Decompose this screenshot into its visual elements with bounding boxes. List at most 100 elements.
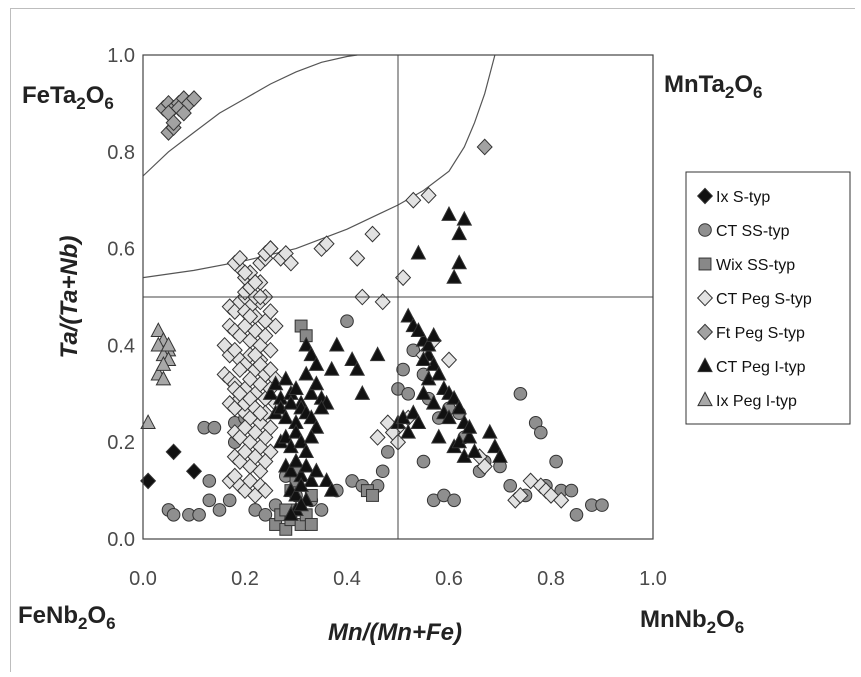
data-point <box>231 361 248 379</box>
data-point <box>257 428 274 446</box>
data-point <box>236 264 254 282</box>
data-point <box>456 447 473 463</box>
data-point <box>396 362 410 377</box>
series-5 <box>155 90 493 156</box>
x-tick-label: 1.0 <box>639 568 667 590</box>
x-tick-label: 0.0 <box>129 568 157 590</box>
data-point <box>207 420 222 435</box>
data-point <box>349 360 366 376</box>
legend-marker <box>698 257 712 271</box>
data-point <box>283 394 299 410</box>
legend-box <box>685 171 851 425</box>
data-point <box>283 462 299 478</box>
data-point <box>293 496 309 512</box>
data-point <box>318 235 335 253</box>
plot-area <box>142 54 654 540</box>
data-point <box>415 385 432 400</box>
corner-label-top-left: FeTa2O6 <box>22 82 114 113</box>
legend-marker <box>696 187 714 205</box>
data-point <box>303 385 320 400</box>
y-tick-label: 0.4 <box>107 335 135 357</box>
data-point <box>364 225 381 243</box>
data-point <box>303 472 320 488</box>
data-point <box>441 205 457 221</box>
data-point <box>406 343 421 358</box>
data-point <box>461 418 478 434</box>
legend-marker <box>698 223 712 237</box>
corner-label-top-right: MnTa2O6 <box>664 71 763 102</box>
data-point <box>553 491 570 509</box>
x-tick-label: 0.6 <box>435 568 463 590</box>
data-point <box>192 508 206 522</box>
data-point <box>140 414 156 429</box>
legend-marker <box>697 391 713 407</box>
corner-label-bottom-right: MnNb2O6 <box>640 606 744 637</box>
series-4 <box>216 186 570 509</box>
x-axis-title: Mn/(Mn+Fe) <box>328 619 462 646</box>
data-point <box>272 399 289 415</box>
data-point <box>202 474 217 488</box>
series-7 <box>140 322 177 429</box>
data-point <box>430 428 447 444</box>
data-point <box>318 472 335 488</box>
data-point <box>410 244 427 260</box>
data-point <box>476 457 493 475</box>
data-point <box>425 355 442 371</box>
data-point <box>481 423 498 439</box>
data-point <box>447 493 461 508</box>
series-3 <box>269 319 379 536</box>
data-point <box>247 424 264 441</box>
y-axis-title: Ta/(Ta+Nb) <box>56 236 83 359</box>
data-point <box>461 428 478 444</box>
y-tick-label: 0.8 <box>107 142 135 164</box>
tick-labels: 0.0 0.2 0.4 0.6 0.8 1.0 0.0 0.2 0.4 0.6 0.8 1.0 <box>107 45 667 590</box>
chart-frame <box>10 8 855 672</box>
data-point <box>267 317 284 335</box>
data-point <box>400 307 417 323</box>
data-point <box>293 433 309 449</box>
data-point <box>277 409 294 425</box>
data-point <box>569 508 584 522</box>
x-tick-label: 0.4 <box>333 568 361 590</box>
data-point <box>369 428 386 446</box>
data-point <box>369 346 386 362</box>
y-tick-label: 1.0 <box>107 45 135 67</box>
legend-marker <box>697 357 713 373</box>
data-point <box>298 457 315 473</box>
data-point <box>395 409 411 425</box>
x-tick-label: 0.2 <box>231 568 259 590</box>
data-point <box>410 414 427 429</box>
data-point <box>401 387 416 401</box>
data-point <box>425 326 442 342</box>
data-point <box>222 493 237 508</box>
data-point <box>522 472 539 490</box>
corner-label-bottom-left: FeNb2O6 <box>18 602 116 633</box>
data-point <box>313 399 330 415</box>
data-point <box>155 355 172 371</box>
data-point <box>242 307 259 325</box>
series-6 <box>262 205 508 521</box>
data-point <box>308 375 325 391</box>
data-point <box>400 423 417 439</box>
data-point <box>293 476 309 492</box>
data-point <box>456 210 473 226</box>
data-point <box>476 138 493 156</box>
data-point <box>595 498 609 512</box>
data-point <box>564 483 579 498</box>
data-point <box>262 341 279 359</box>
legend-label: CT Peg S-typ <box>716 291 812 308</box>
data-point <box>308 355 325 371</box>
y-tick-label: 0.6 <box>107 239 135 261</box>
data-point <box>425 394 442 410</box>
data-point <box>446 268 462 284</box>
y-tick-label: 0.2 <box>107 432 135 454</box>
data-point <box>314 503 329 517</box>
data-point <box>374 293 391 311</box>
data-point <box>340 314 354 329</box>
data-point <box>277 428 294 444</box>
data-point <box>534 425 548 440</box>
data-point <box>308 462 325 478</box>
data-point <box>451 433 468 449</box>
data-point <box>288 380 304 396</box>
data-point <box>247 448 264 466</box>
